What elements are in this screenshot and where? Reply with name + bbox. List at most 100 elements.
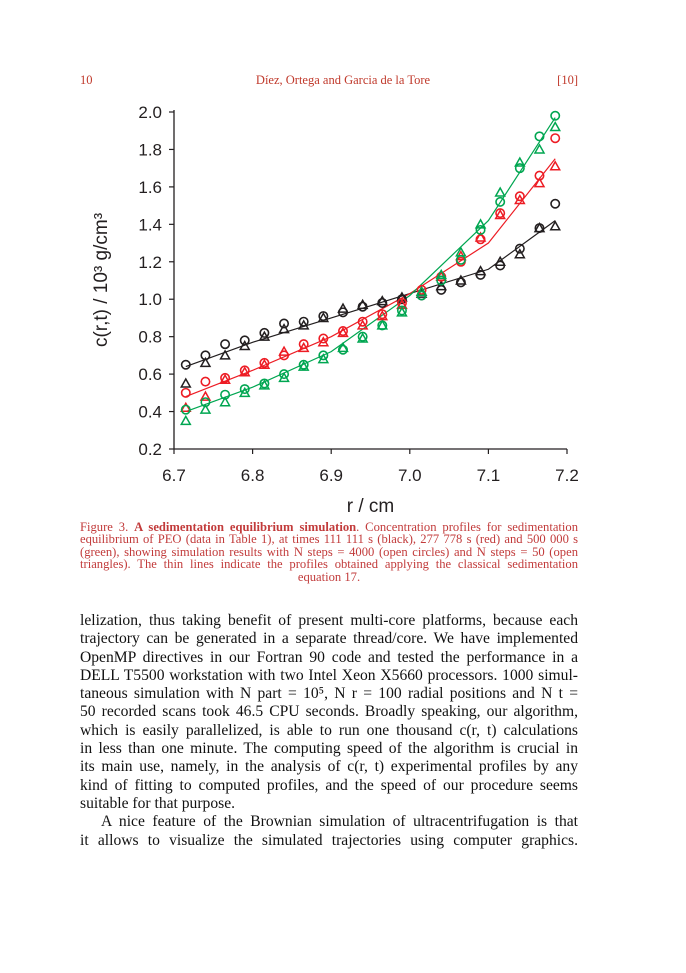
data-point-circle-green [259, 378, 270, 389]
data-point-circle-green [475, 224, 486, 235]
data-point-triangle-green [258, 379, 271, 390]
data-point-triangle-green [356, 332, 369, 343]
data-point-triangle-red [356, 319, 369, 330]
data-point-circle-green [550, 110, 561, 121]
y-tick-label: 1.8 [138, 140, 162, 159]
y-tick-label: 1.2 [138, 253, 162, 272]
data-point-circle-black [279, 318, 290, 329]
y-tick-label: 0.4 [138, 403, 162, 422]
body-line: taneous simulation with N part = 10⁵, N … [80, 685, 578, 703]
data-point-triangle-black [514, 248, 526, 259]
data-point-circle-green [357, 331, 368, 342]
y-tick-label: 1.4 [138, 215, 162, 234]
header-tag: [10] [557, 73, 578, 87]
caption-title: A sedimentation equilibrium simulation [134, 520, 357, 534]
data-point-circle-black [220, 339, 231, 350]
data-point-triangle-red [337, 326, 349, 338]
figure-3-chart: 0.2 0.4 0.6 0.8 1.0 1.2 1.4 1.6 1.8 2.0 6.7 6.8 6.9 7… [91, 103, 579, 517]
data-point-triangle-green [238, 386, 251, 398]
data-point-triangle-green [180, 414, 192, 426]
x-tick-label: 6.8 [241, 466, 265, 485]
data-point-triangle-red [514, 193, 526, 205]
data-point-circle-green [298, 359, 309, 370]
data-point-circle-green [279, 369, 290, 380]
data-point-triangle-red [474, 231, 487, 242]
page-number: 10 [80, 73, 93, 87]
data-point-circle-red [220, 372, 231, 383]
data-point-triangle-red [549, 160, 561, 171]
data-point-circle-green [514, 163, 525, 174]
body-line: trajectory can be generated in a separat… [80, 630, 578, 648]
data-point-triangle-black [474, 265, 487, 276]
data-point-triangle-red [258, 358, 271, 369]
x-tick-label: 6.7 [162, 466, 186, 485]
y-tick-label: 1.0 [138, 290, 162, 309]
body-line: 50 recorded scans took 46.5 CPU seconds.… [80, 703, 578, 721]
data-point-circle-green [495, 196, 506, 207]
data-point-circle-green [436, 275, 447, 286]
body-line: which is easily parallelized, is able to… [80, 721, 578, 739]
data-point-circle-black [259, 327, 270, 338]
data-point-circle-red [200, 376, 211, 387]
data-point-triangle-black [180, 377, 192, 388]
body-line: kind of fitting to computed profiles, an… [80, 776, 578, 794]
fit-line-red [185, 158, 556, 398]
x-tick-label: 7.1 [477, 466, 501, 485]
data-point-triangle-black [238, 339, 251, 351]
data-point-triangle-red [180, 401, 192, 413]
data-point-circle-black [550, 198, 561, 209]
data-point-circle-red [514, 191, 525, 202]
data-point-triangle-green [514, 156, 526, 167]
data-point-triangle-black [549, 220, 561, 231]
body-line: its main use, namely, in the analysis of… [80, 758, 578, 776]
caption-label: Figure 3. [80, 520, 129, 534]
data-point-circle-red [377, 309, 388, 320]
data-point-circle-red [337, 326, 348, 337]
body-line: A nice feature of the Brownian simulatio… [101, 813, 578, 831]
data-point-triangle-black [317, 311, 330, 323]
data-point-circle-green [180, 404, 191, 415]
data-point-triangle-black [494, 255, 506, 267]
data-point-triangle-green [494, 186, 506, 197]
body-line: lelization, thus taking benefit of prese… [80, 612, 578, 629]
data-point-triangle-black [219, 349, 231, 360]
data-point-triangle-green [435, 268, 448, 280]
data-point-circle-green [396, 305, 407, 316]
y-tick-label: 1.6 [138, 178, 162, 197]
data-point-triangle-black [337, 302, 349, 313]
data-point-triangle-green [376, 319, 389, 330]
data-point-triangle-red [533, 177, 546, 188]
data-point-triangle-red [317, 336, 330, 347]
data-point-triangle-black [297, 319, 310, 330]
data-point-circle-black [180, 359, 191, 370]
data-point-triangle-black [533, 222, 546, 233]
data-point-circle-red [416, 284, 427, 295]
x-axis-label: r / cm [347, 496, 395, 517]
data-point-triangle-red [219, 373, 231, 384]
figure-caption: Figure 3. A sedimentation equilibrium si… [80, 521, 578, 583]
body-line: in less than one minute. The computing s… [80, 740, 578, 758]
data-point-triangle-green [297, 360, 310, 371]
x-tick-label: 6.9 [319, 466, 343, 485]
data-point-triangle-green [278, 371, 290, 383]
data-point-triangle-black [435, 280, 448, 291]
data-point-circle-green [239, 384, 250, 395]
data-point-triangle-green [219, 396, 231, 407]
caption-text: . Concentration profiles for sedimentati… [80, 520, 579, 584]
data-point-circle-green [318, 350, 329, 361]
y-tick-label: 0.6 [138, 365, 162, 384]
data-point-triangle-black [278, 323, 290, 334]
body-line: DELL T5500 workstation with two Intel Xe… [80, 666, 578, 684]
data-point-triangle-green [533, 143, 546, 154]
data-point-triangle-green [474, 218, 487, 229]
data-point-triangle-red [278, 345, 290, 356]
data-point-triangle-black [455, 274, 467, 285]
body-text: lelization, thus taking benefit of prese… [80, 612, 578, 850]
y-axis-label: c(r,t) / 10³ g/cm³ [91, 213, 112, 347]
y-tick-label: 2.0 [138, 103, 162, 122]
data-point-triangle-green [317, 353, 330, 364]
data-point-circle-red [318, 333, 329, 344]
data-point-circle-black [514, 243, 525, 254]
data-point-circle-red [357, 316, 368, 327]
data-point-triangle-red [494, 208, 506, 220]
